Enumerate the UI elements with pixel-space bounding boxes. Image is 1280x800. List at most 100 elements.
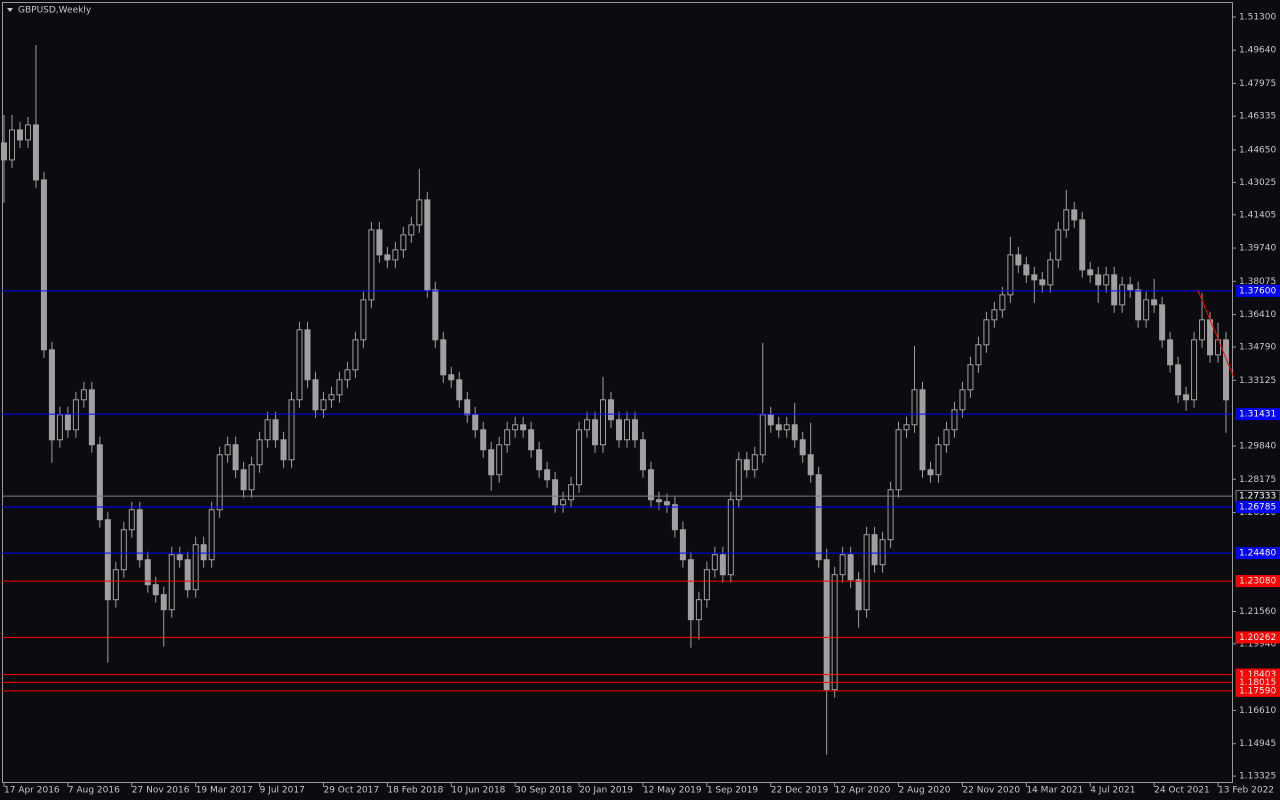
candle-body <box>1183 394 1190 401</box>
candle-body <box>136 509 143 561</box>
level-label: 1.18403 <box>1239 670 1276 680</box>
level-label: 1.27333 <box>1239 492 1276 502</box>
candle-body <box>807 454 814 476</box>
y-tick-label: 1.41405 <box>1239 210 1276 220</box>
y-tick-label: 1.21560 <box>1239 607 1276 617</box>
candle-body <box>592 419 599 446</box>
candle-body <box>496 444 503 476</box>
candle-body <box>336 379 343 396</box>
candle-body <box>799 439 806 456</box>
x-tick-label: 7 Aug 2016 <box>68 786 120 796</box>
candle-body <box>168 554 175 611</box>
candle-body <box>192 544 199 591</box>
candle-body <box>272 419 279 441</box>
candle-body <box>903 424 910 431</box>
candle-body <box>408 224 415 236</box>
y-tick-label: 1.51300 <box>1239 12 1276 22</box>
candle-body <box>895 429 902 491</box>
candle-body <box>1127 284 1134 291</box>
candle-body <box>288 399 295 461</box>
candle-body <box>296 329 303 401</box>
candle-body <box>520 424 527 431</box>
candle-body <box>608 399 615 421</box>
candle-body <box>1007 254 1014 296</box>
candle-body <box>360 299 367 341</box>
candle-body <box>1159 304 1166 341</box>
candle-body <box>1087 269 1094 276</box>
candle-body <box>456 379 463 401</box>
x-tick-label: 22 Nov 2020 <box>962 786 1020 796</box>
y-tick-label: 1.39740 <box>1239 244 1276 254</box>
y-tick-label: 1.46335 <box>1239 112 1276 122</box>
x-tick-label: 19 Mar 2017 <box>196 786 253 796</box>
candle-body <box>663 501 670 506</box>
candle-body <box>727 499 734 576</box>
candle-body <box>1023 264 1030 276</box>
candle-body <box>959 389 966 411</box>
candle-body <box>320 399 327 411</box>
level-label-box <box>1235 501 1280 514</box>
candle-body <box>975 344 982 366</box>
candle-body <box>1143 299 1150 321</box>
candle-body <box>400 234 407 251</box>
candle-body <box>639 439 646 471</box>
candle-body <box>248 464 255 491</box>
candle-body <box>655 499 662 503</box>
y-tick-label: 1.29840 <box>1239 441 1276 451</box>
candle-body <box>200 544 207 561</box>
candle-body <box>839 554 846 576</box>
candle-body <box>40 179 47 351</box>
candle-body <box>967 364 974 391</box>
x-tick-label: 12 May 2019 <box>643 786 702 796</box>
candle-body <box>536 449 543 471</box>
level-label: 1.24480 <box>1239 549 1276 559</box>
candle-body <box>791 424 798 441</box>
candle-body <box>823 559 830 691</box>
candle-body <box>943 429 950 446</box>
candle-body <box>1095 274 1102 286</box>
candle-body <box>544 469 551 481</box>
level-label: 1.23080 <box>1239 577 1276 587</box>
candle-body <box>88 389 95 446</box>
level-label: 1.17590 <box>1239 686 1276 696</box>
candle-body <box>687 559 694 621</box>
candle-body <box>104 519 111 601</box>
candle-body <box>847 554 854 581</box>
candle-body <box>208 509 215 561</box>
candle-body <box>719 554 726 576</box>
candle-body <box>56 414 63 441</box>
candle-body <box>312 379 319 411</box>
candle-body <box>767 414 774 426</box>
candle-body <box>927 469 934 476</box>
candle-body <box>576 429 583 486</box>
candle-body <box>863 534 870 611</box>
candle-body <box>1151 299 1158 306</box>
candle-body <box>679 529 686 561</box>
candle-body <box>16 129 23 141</box>
candle-body <box>759 414 766 456</box>
menu-triangle[interactable] <box>7 8 13 12</box>
candle-body <box>176 554 183 561</box>
x-tick-label: 9 Jul 2017 <box>260 786 305 796</box>
candle-body <box>144 559 151 586</box>
x-tick-label: 4 Jul 2021 <box>1090 786 1135 796</box>
candle-body <box>384 254 391 261</box>
candle-body <box>623 419 630 441</box>
candle-body <box>1071 209 1078 221</box>
candle-body <box>448 374 455 381</box>
candle-body <box>911 389 918 426</box>
candle-body <box>512 424 519 431</box>
candle-body <box>983 319 990 346</box>
y-tick-label: 1.14945 <box>1239 739 1276 749</box>
candle-body <box>504 429 511 446</box>
candle-body <box>879 539 886 566</box>
candle-body <box>1215 339 1222 356</box>
candle-body <box>1191 339 1198 401</box>
candle-body <box>552 479 559 506</box>
candle-body <box>424 199 431 291</box>
candle-body <box>280 439 287 461</box>
candle-body <box>152 584 159 596</box>
candle-body <box>1223 339 1230 401</box>
